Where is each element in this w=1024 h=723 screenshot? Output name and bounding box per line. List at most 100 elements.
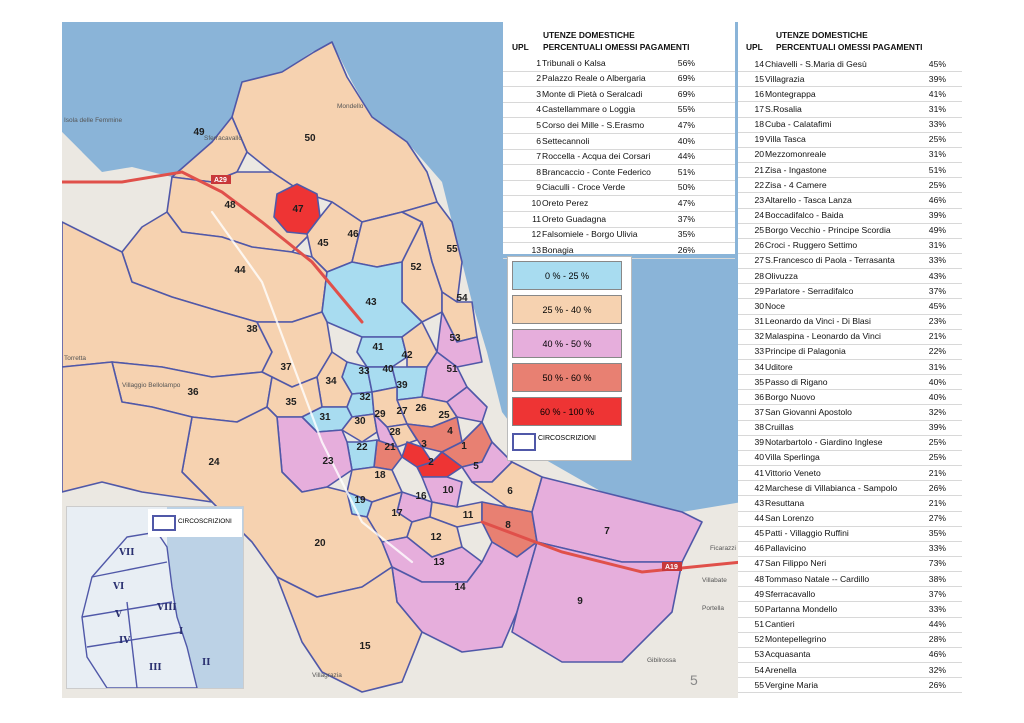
legend-label: 25 % - 40 % (542, 304, 592, 315)
inset-boundary (86, 631, 183, 648)
upl-percentage: 37% (928, 285, 946, 296)
upl-number: 14 (754, 58, 764, 69)
upl-number: 55 (754, 679, 764, 690)
upl-percentage: 25% (928, 134, 946, 145)
land-west (62, 132, 92, 222)
table-heading-line2: PERCENTUALI OMESSI PAGAMENTI (543, 42, 690, 52)
row-divider (738, 555, 962, 557)
upl-percentage: 38% (928, 573, 946, 584)
inset-numeral: VIII (156, 603, 177, 613)
table-row: 54 Arenella 32% (738, 662, 962, 677)
row-divider (738, 616, 962, 618)
upl-percentage: 39% (928, 422, 946, 433)
upl-percentage: 32% (928, 664, 946, 675)
upl-number: 26 (754, 240, 764, 251)
upl-percentage: 56% (677, 57, 695, 68)
table-row: 41 Vittorio Veneto 21% (738, 465, 962, 480)
upl-percentage: 49% (928, 225, 946, 236)
table-row: 27 S.Francesco di Paola - Terrasanta 33% (738, 253, 962, 268)
upl-number: 49 (754, 588, 764, 599)
inset-numeral: I (179, 627, 183, 637)
row-divider (738, 525, 962, 527)
upl-number: 37 (754, 406, 764, 417)
table-row: 24 Boccadifalco - Baida 39% (738, 208, 962, 223)
district-number: 44 (234, 265, 246, 276)
district-number: 40 (382, 364, 394, 375)
inset-numeral: V (114, 610, 123, 620)
district-number: 38 (246, 324, 258, 335)
row-divider (738, 571, 962, 573)
upl-number: 20 (754, 149, 764, 160)
district-number: 27 (396, 406, 408, 417)
row-divider (738, 207, 962, 209)
upl-name: Villa Sperlinga (765, 452, 820, 463)
district-number: 45 (317, 238, 329, 249)
table-row: 7 Roccella - Acqua dei Corsari 44% (503, 149, 735, 164)
table-row: 55 Vergine Maria 26% (738, 677, 962, 692)
district-number: 41 (372, 342, 384, 353)
upl-number: 21 (754, 164, 764, 175)
upl-number: 27 (754, 255, 764, 266)
table-row: 11 Oreto Guadagna 37% (503, 211, 735, 226)
district-number: 6 (507, 486, 513, 497)
inset-legend: CIRCOSCRIZIONI (148, 509, 242, 537)
table-row: 49 Sferracavallo 37% (738, 586, 962, 601)
upl-percentage: 43% (928, 270, 946, 281)
table-heading-line1: UTENZE DOMESTICHE (543, 30, 635, 40)
inset-numeral: II (202, 658, 210, 668)
upl-percentage: 40% (928, 376, 946, 387)
district-number: 35 (285, 397, 297, 408)
table-row: 34 Uditore 31% (738, 359, 962, 374)
district-number: 8 (505, 520, 511, 531)
table-row: 47 San Filippo Neri 73% (738, 556, 962, 571)
legend-item: 0 % - 25 % (512, 261, 622, 290)
district-number: 14 (454, 582, 466, 593)
row-divider (738, 434, 962, 436)
upl-percentage: 39% (928, 210, 946, 220)
upl-number: 1 (536, 57, 541, 68)
row-divider (503, 226, 735, 228)
upl-number: 28 (754, 270, 764, 281)
district-20 (181, 406, 393, 598)
upl-name: Brancaccio - Conte Federico (542, 166, 651, 177)
table-row: 36 Borgo Nuovo 40% (738, 389, 962, 404)
upl-number: 12 (531, 229, 541, 240)
table-row: 8 Brancaccio - Conte Federico 51% (503, 164, 735, 179)
row-divider (738, 222, 962, 224)
district-number: 2 (428, 457, 434, 468)
table-row: 43 Resuttana 21% (738, 495, 962, 510)
upl-table-2: UPL UTENZE DOMESTICHE PERCENTUALI OMESSI… (738, 22, 962, 698)
district-number: 54 (456, 293, 468, 304)
district-number: 18 (374, 470, 386, 481)
upl-percentage: 41% (928, 88, 946, 99)
upl-name: Leonardo da Vinci - Di Blasi (765, 316, 871, 327)
district-number: 33 (358, 366, 370, 377)
upl-number: 41 (754, 467, 764, 478)
legend-item: 50 % - 60 % (512, 363, 622, 392)
row-divider (738, 465, 962, 467)
upl-number: 39 (754, 437, 764, 448)
table-row: 15 Villagrazia 39% (738, 71, 962, 86)
upl-name: Villagrazia (765, 73, 805, 84)
row-divider (738, 237, 962, 239)
upl-percentage: 35% (677, 229, 695, 240)
table-row: 16 Montegrappa 41% (738, 86, 962, 101)
upl-percentage: 45% (928, 300, 946, 311)
district-number: 20 (314, 538, 326, 549)
road-shield (662, 562, 682, 571)
table-row: 51 Cantieri 44% (738, 617, 962, 632)
table-row: 6 Settecannoli 40% (503, 133, 735, 148)
upl-name: Cruillas (765, 422, 794, 433)
district-number: 46 (347, 229, 359, 240)
upl-name: Cuba - Calatafimi (765, 119, 832, 130)
table-upl-header: UPL (746, 42, 763, 52)
upl-percentage: 22% (928, 346, 946, 357)
table-row: 35 Passo di Rigano 40% (738, 374, 962, 389)
upl-number: 5 (536, 119, 541, 130)
upl-percentage: 51% (677, 166, 695, 177)
upl-number: 11 (532, 213, 541, 224)
upl-percentage: 44% (928, 619, 946, 630)
district-number: 51 (446, 364, 458, 375)
upl-percentage: 31% (928, 240, 946, 251)
table-row: 20 Mezzomonreale 31% (738, 147, 962, 162)
